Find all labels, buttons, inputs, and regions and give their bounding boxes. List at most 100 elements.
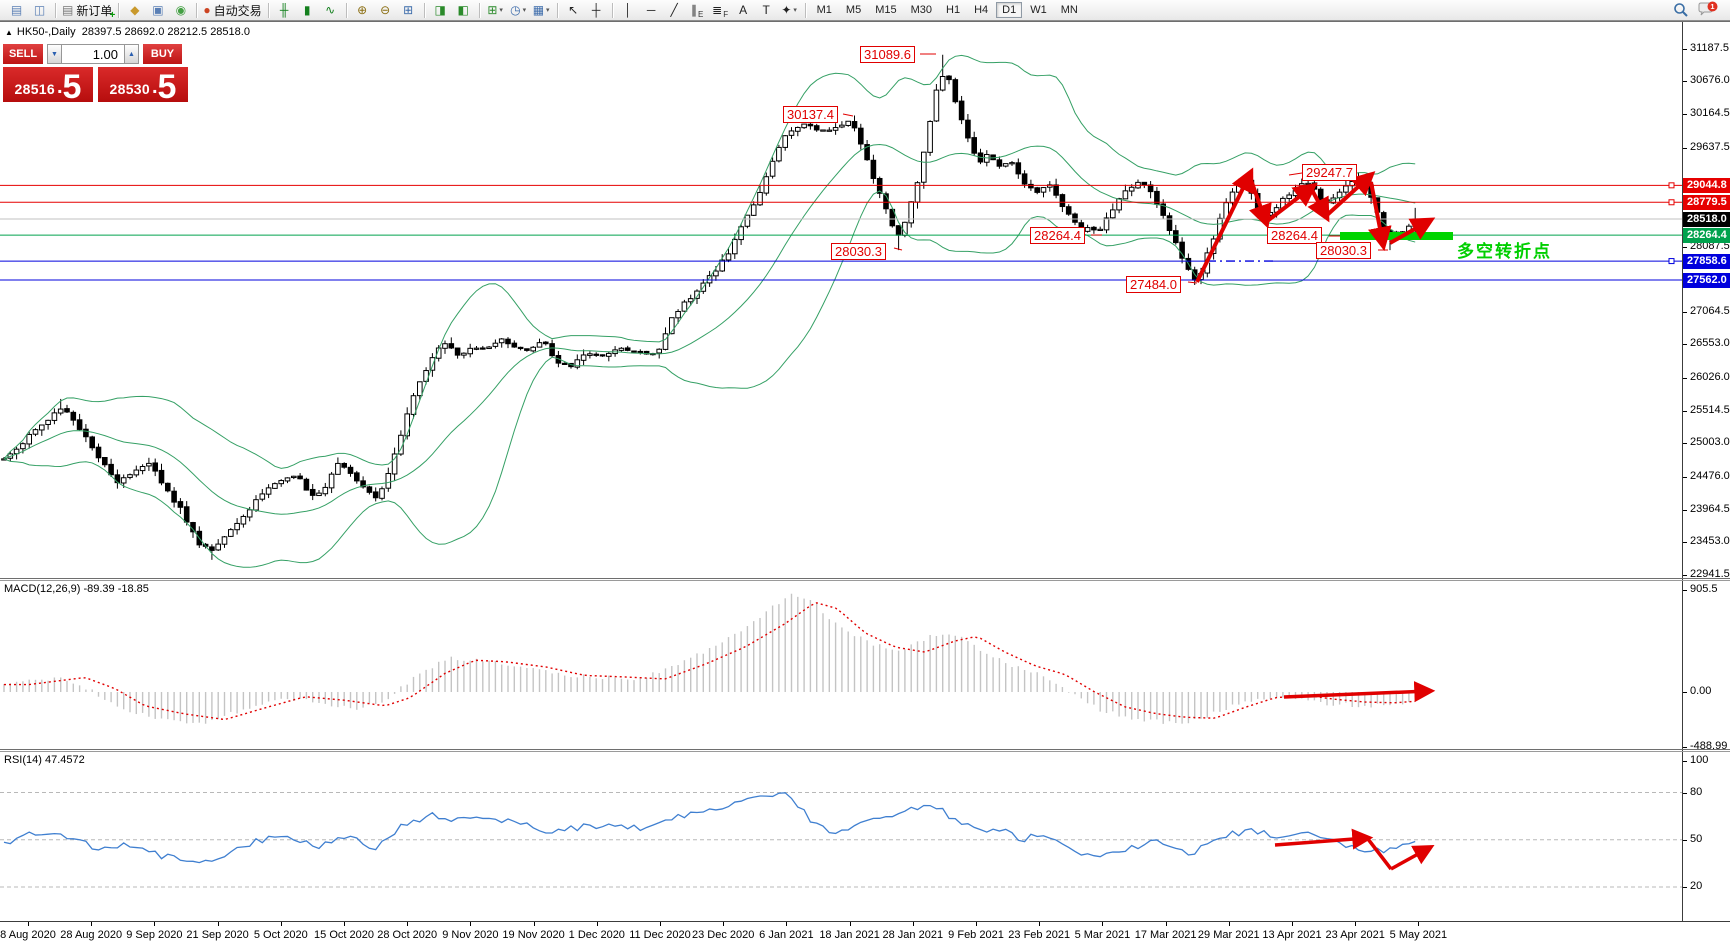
trendline-icon[interactable]: ╱	[663, 2, 686, 19]
price-annotation[interactable]: 29247.7	[1302, 164, 1357, 181]
candle-body	[845, 120, 852, 126]
auto-scroll-icon[interactable]: ◨	[429, 2, 452, 19]
market-watch-icon[interactable]: ◆	[123, 2, 146, 19]
trend-arrow[interactable]	[1324, 171, 1376, 218]
macd-rsi-separator[interactable]	[0, 749, 1730, 750]
new-order-button[interactable]: ▤ + 新订单	[62, 3, 116, 21]
timeframe-m30[interactable]: M30	[910, 4, 932, 16]
trend-arrow[interactable]	[1264, 182, 1318, 224]
trend-arrow[interactable]	[1195, 167, 1254, 283]
collapse-triangle-icon[interactable]: ▲	[5, 28, 13, 37]
hline-handle[interactable]	[1668, 258, 1675, 265]
channel-icon[interactable]: ∥ E	[690, 3, 704, 19]
volume-input[interactable]: 1.00	[62, 44, 124, 64]
dropdown-caret-icon[interactable]: ▾	[793, 7, 797, 14]
horizontal-line-icon[interactable]: ─	[640, 2, 663, 19]
zoom-in-icon[interactable]: ⊕	[351, 2, 374, 19]
volume-decrease-button[interactable]: ▼	[47, 44, 62, 64]
candle-body	[20, 443, 26, 450]
dropdown-caret-icon[interactable]: ▾	[522, 7, 527, 14]
price-axis-tick: 27064.5	[1690, 304, 1730, 317]
fibonacci-icon[interactable]: ≣ F	[712, 3, 729, 19]
candle-body	[996, 159, 1003, 167]
turning-point-bar[interactable]	[1340, 232, 1453, 240]
price-annotation[interactable]: 28030.3	[831, 243, 886, 260]
sell-price-display[interactable]: 28516. 5	[3, 67, 93, 104]
text-icon[interactable]: A	[732, 2, 755, 19]
trend-arrow[interactable]	[1389, 217, 1436, 245]
price-annotation[interactable]: 28030.3	[1316, 242, 1371, 259]
rsi-panel-canvas[interactable]	[0, 752, 1682, 921]
candle-body	[687, 298, 694, 303]
price-annotation[interactable]: 27484.0	[1126, 276, 1181, 293]
navigator-icon[interactable]: ◉	[169, 2, 192, 19]
text-label-icon[interactable]: T	[755, 2, 778, 19]
timeframe-d1[interactable]: D1	[996, 2, 1023, 18]
candle-body	[637, 350, 644, 354]
data-window-icon[interactable]: ▣	[146, 2, 169, 19]
bollinger-middle-band[interactable]	[3, 143, 1416, 515]
chart-shift-icon[interactable]: ◧	[452, 2, 475, 19]
timeframe-m5[interactable]: M5	[845, 4, 862, 16]
candle-body	[32, 429, 39, 435]
candlestick-chart-icon: ▮	[303, 3, 311, 17]
timeframe-w1[interactable]: W1	[1030, 4, 1047, 16]
timeframe-h1[interactable]: H1	[946, 4, 961, 16]
trend-arrow[interactable]	[1307, 189, 1330, 223]
timeframe-h4[interactable]: H4	[974, 4, 989, 16]
candlestick-chart-icon[interactable]: ▮	[296, 2, 319, 19]
chart-macd-separator2	[0, 580, 1730, 581]
trend-arrow[interactable]	[1249, 179, 1272, 229]
add-indicator-icon[interactable]: ⊞ ▾	[484, 2, 507, 19]
timeframe-mn[interactable]: MN	[1060, 4, 1078, 16]
cursor-icon[interactable]: ↖	[562, 2, 585, 19]
bollinger-lower-band[interactable]	[3, 190, 1416, 568]
chart-macd-separator[interactable]	[0, 578, 1730, 579]
rsi-trend-arrow[interactable]	[1366, 837, 1393, 871]
zoom-out-icon[interactable]: ⊖	[374, 2, 397, 19]
macd-panel-canvas[interactable]	[0, 582, 1682, 749]
template-icon[interactable]: ▦ ▾	[530, 2, 553, 19]
bar-chart-icon[interactable]: ╫	[273, 2, 296, 19]
period-icon[interactable]: ◷ ▾	[507, 2, 530, 19]
crosshair-icon[interactable]: ┼	[585, 2, 608, 19]
line-chart-icon[interactable]: ∿	[319, 2, 342, 19]
candle-body	[45, 419, 51, 425]
candle-body	[461, 352, 467, 356]
tile-windows-icon[interactable]: ⊞	[397, 2, 420, 19]
hline-handle[interactable]	[1668, 182, 1675, 189]
new-chart-window-icon[interactable]: ▤	[5, 2, 28, 19]
turning-point-text[interactable]: 多空转折点	[1457, 242, 1552, 261]
chat-notification-icon[interactable]: 1	[1697, 1, 1719, 19]
chart-preview-icon[interactable]: ◫	[28, 2, 51, 19]
price-annotation[interactable]: 28264.4	[1030, 227, 1085, 244]
timeframe-m15[interactable]: M15	[875, 4, 897, 16]
one-click-trading-panel: SELL ▼ 1.00 ▲ BUY 28516. 5 28530. 5	[3, 44, 189, 104]
annotation-tail	[1187, 281, 1198, 284]
price-annotation[interactable]: 28264.4	[1267, 227, 1322, 244]
price-chart-canvas[interactable]	[0, 22, 1682, 578]
timeframe-m1[interactable]: M1	[816, 4, 832, 16]
buy-button[interactable]: BUY	[143, 44, 182, 64]
rsi-trend-arrow[interactable]	[1390, 844, 1435, 871]
price-annotation[interactable]: 31089.6	[860, 46, 915, 63]
macd-trend-arrow[interactable]	[1283, 681, 1436, 703]
candle-body	[221, 536, 228, 545]
buy-price-display[interactable]: 28530. 5	[98, 67, 188, 104]
dropdown-caret-icon[interactable]: ▾	[499, 7, 503, 14]
dropdown-caret-icon[interactable]: ▾	[546, 7, 550, 14]
arrows-icon[interactable]: ✦ ▾	[778, 2, 801, 19]
time-axis-label: 29 Mar 2021	[1197, 929, 1260, 941]
candle-body	[719, 259, 726, 272]
trend-arrow[interactable]	[1368, 181, 1392, 252]
sell-button[interactable]: SELL	[3, 44, 43, 64]
rsi-trend-arrow[interactable]	[1274, 828, 1374, 850]
price-annotation[interactable]: 30137.4	[783, 106, 838, 123]
vertical-line-icon[interactable]: │	[617, 2, 640, 19]
bollinger-upper-band[interactable]	[3, 54, 1416, 469]
hline-handle[interactable]	[1668, 199, 1675, 206]
price-level-chip: 28779.5	[1683, 194, 1730, 210]
autotrading-button[interactable]: ● 自动交易	[203, 3, 262, 18]
volume-increase-button[interactable]: ▲	[124, 44, 139, 64]
search-icon[interactable]	[1673, 2, 1689, 18]
